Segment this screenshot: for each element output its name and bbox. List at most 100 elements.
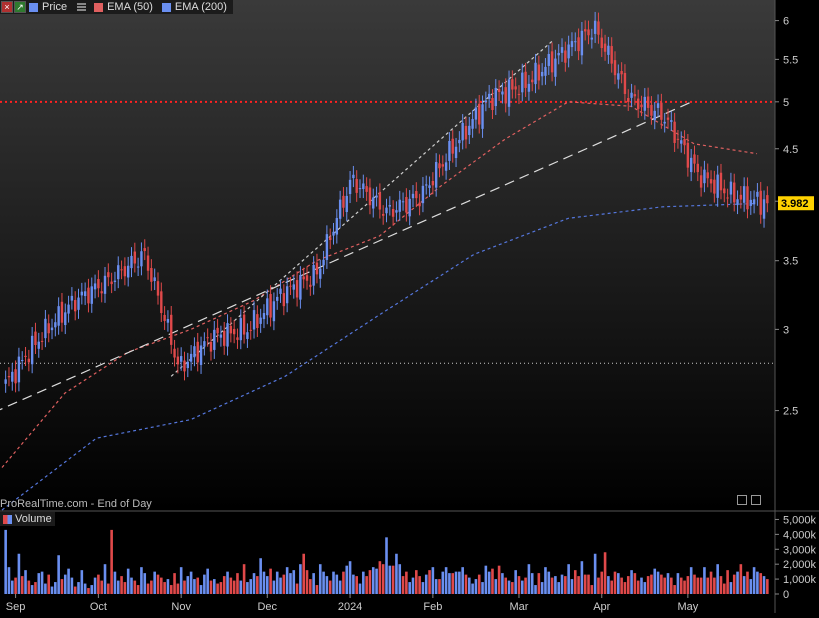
- volume-bar: [375, 568, 378, 594]
- candle-body: [590, 37, 594, 40]
- volume-bar: [34, 582, 37, 594]
- volume-bar: [206, 568, 209, 594]
- volume-y-tick-label: 4,000k: [783, 529, 817, 541]
- volume-bar: [494, 579, 498, 594]
- volume-bar: [80, 570, 84, 594]
- volume-bar: [309, 579, 312, 594]
- candle-body: [405, 197, 408, 213]
- info-icon[interactable]: [751, 495, 761, 505]
- candle-body: [709, 179, 713, 184]
- legend-item-ema50[interactable]: EMA (50): [91, 1, 153, 13]
- last-price-label: 3.982: [781, 198, 809, 210]
- volume-bar: [116, 580, 120, 594]
- volume-bar: [212, 579, 216, 594]
- price-y-tick-label: 6: [783, 16, 789, 28]
- volume-bar: [252, 573, 256, 594]
- price-y-tick-label: 2.5: [783, 406, 798, 418]
- x-tick-label: Mar: [509, 601, 528, 613]
- candle-body: [239, 318, 242, 341]
- candle-body: [189, 353, 193, 362]
- volume-y-tick-label: 0: [783, 589, 789, 601]
- candle-body: [554, 58, 557, 77]
- volume-bar: [679, 577, 683, 594]
- volume-bar: [623, 582, 627, 594]
- volume-bar: [312, 573, 315, 594]
- candle-body: [266, 298, 269, 316]
- candle-body: [4, 379, 7, 384]
- candle-body: [97, 278, 100, 289]
- volume-bar: [335, 574, 339, 594]
- candle-body: [123, 266, 127, 277]
- candle-body: [633, 94, 637, 97]
- volume-bar: [497, 565, 501, 594]
- volume-bar: [27, 580, 31, 594]
- candle-body: [299, 274, 302, 300]
- volume-bar: [176, 583, 180, 594]
- candle-body: [295, 280, 299, 298]
- volume-bar: [401, 576, 405, 594]
- volume-bar: [285, 567, 289, 594]
- calendar-icon[interactable]: [737, 495, 747, 505]
- watermark: ProRealTime.com - End of Day: [0, 498, 152, 510]
- candle-body: [40, 340, 44, 342]
- volume-bar: [355, 576, 358, 594]
- candle-body: [726, 197, 729, 199]
- price-y-tick-label: 5.5: [783, 54, 798, 66]
- volume-bar: [477, 574, 481, 594]
- volume-bar: [706, 577, 710, 594]
- volume-bar: [511, 582, 514, 594]
- volume-swatch-icon: [3, 514, 12, 524]
- volume-bar: [219, 582, 223, 594]
- candle-body: [574, 41, 577, 43]
- candle-body: [742, 186, 746, 203]
- trendline: [170, 39, 555, 377]
- price-y-tick-label: 5: [783, 97, 789, 109]
- candle-body: [438, 163, 441, 169]
- volume-bar: [295, 583, 299, 594]
- volume-bar: [378, 561, 382, 594]
- candle-body: [723, 188, 726, 194]
- volume-bar: [136, 585, 140, 594]
- volume-bar: [395, 553, 398, 594]
- volume-bar: [242, 564, 246, 594]
- volume-bar: [246, 582, 249, 594]
- price-y-tick-label: 3: [783, 324, 789, 336]
- volume-bar: [20, 576, 24, 594]
- close-icon[interactable]: ×: [1, 1, 13, 13]
- volume-bar: [663, 577, 666, 594]
- candle-body: [521, 72, 524, 93]
- volume-bar: [434, 579, 438, 594]
- volume-bar: [17, 553, 21, 594]
- expand-icon[interactable]: ↗: [14, 1, 26, 13]
- candle-body: [368, 187, 372, 206]
- volume-bar: [656, 571, 660, 594]
- volume-bar: [123, 582, 127, 594]
- volume-bar: [570, 579, 574, 594]
- candle-body: [696, 163, 699, 173]
- candle-body: [143, 248, 146, 252]
- volume-bar: [560, 574, 564, 594]
- candle-body: [110, 281, 113, 285]
- candle-body: [415, 191, 418, 199]
- volume-bar: [259, 558, 262, 594]
- candle-body: [673, 121, 676, 143]
- menu-icon[interactable]: [77, 3, 87, 11]
- candle-body: [544, 66, 547, 76]
- volume-bar: [44, 583, 47, 594]
- volume-bar: [97, 574, 100, 594]
- legend-item-ema200[interactable]: EMA (200): [159, 1, 227, 13]
- candle-body: [136, 266, 140, 268]
- volume-legend[interactable]: Volume: [0, 512, 55, 526]
- candle-body: [37, 341, 40, 349]
- volume-bar: [640, 577, 643, 594]
- candle-body: [607, 45, 610, 55]
- price-swatch-icon: [29, 2, 38, 12]
- volume-bar: [348, 561, 352, 594]
- volume-bar: [179, 567, 183, 594]
- legend-item-price[interactable]: Price: [26, 1, 67, 13]
- volume-bar: [580, 561, 584, 594]
- volume-bar: [481, 582, 484, 594]
- volume-bar: [87, 588, 90, 594]
- candle-body: [345, 195, 348, 213]
- candle-body: [213, 329, 216, 350]
